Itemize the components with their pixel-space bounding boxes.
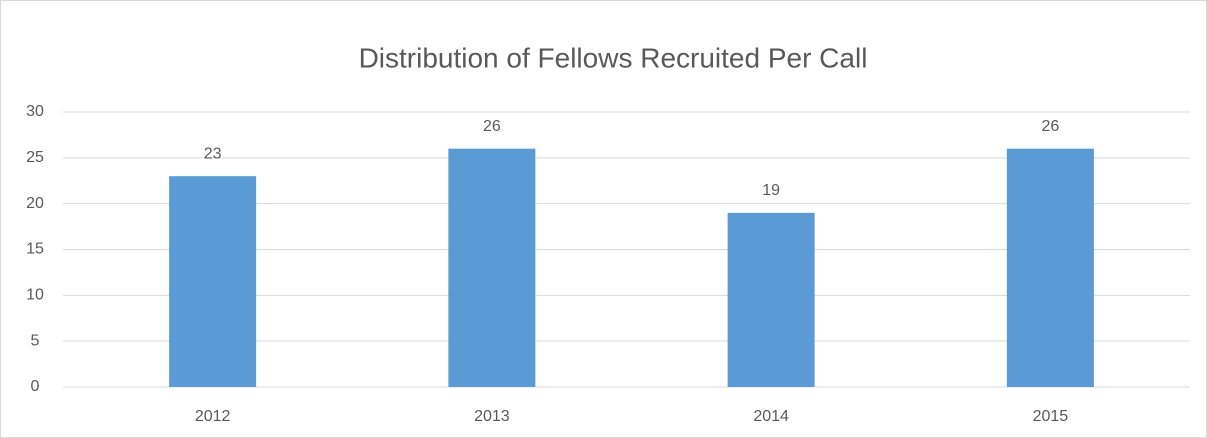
x-tick-label: 2013 bbox=[474, 408, 510, 425]
bar bbox=[1006, 148, 1094, 387]
y-tick-label: 5 bbox=[31, 332, 40, 349]
chart-title: Distribution of Fellows Recruited Per Ca… bbox=[359, 42, 868, 73]
data-label: 23 bbox=[204, 145, 222, 162]
x-tick-label: 2015 bbox=[1033, 408, 1069, 425]
y-tick-label: 15 bbox=[26, 241, 44, 258]
bar bbox=[727, 212, 815, 387]
x-tick-label: 2012 bbox=[195, 408, 231, 425]
data-label: 26 bbox=[1041, 118, 1059, 135]
bar bbox=[169, 176, 257, 387]
y-tick-label: 25 bbox=[26, 149, 44, 166]
bar bbox=[448, 148, 536, 387]
y-tick-label: 0 bbox=[31, 378, 40, 395]
y-tick-label: 10 bbox=[26, 287, 44, 304]
y-tick-label: 20 bbox=[26, 195, 44, 212]
y-tick-label: 30 bbox=[26, 103, 44, 120]
data-label: 26 bbox=[483, 118, 501, 135]
x-tick-label: 2014 bbox=[753, 408, 789, 425]
data-label: 19 bbox=[762, 182, 780, 199]
